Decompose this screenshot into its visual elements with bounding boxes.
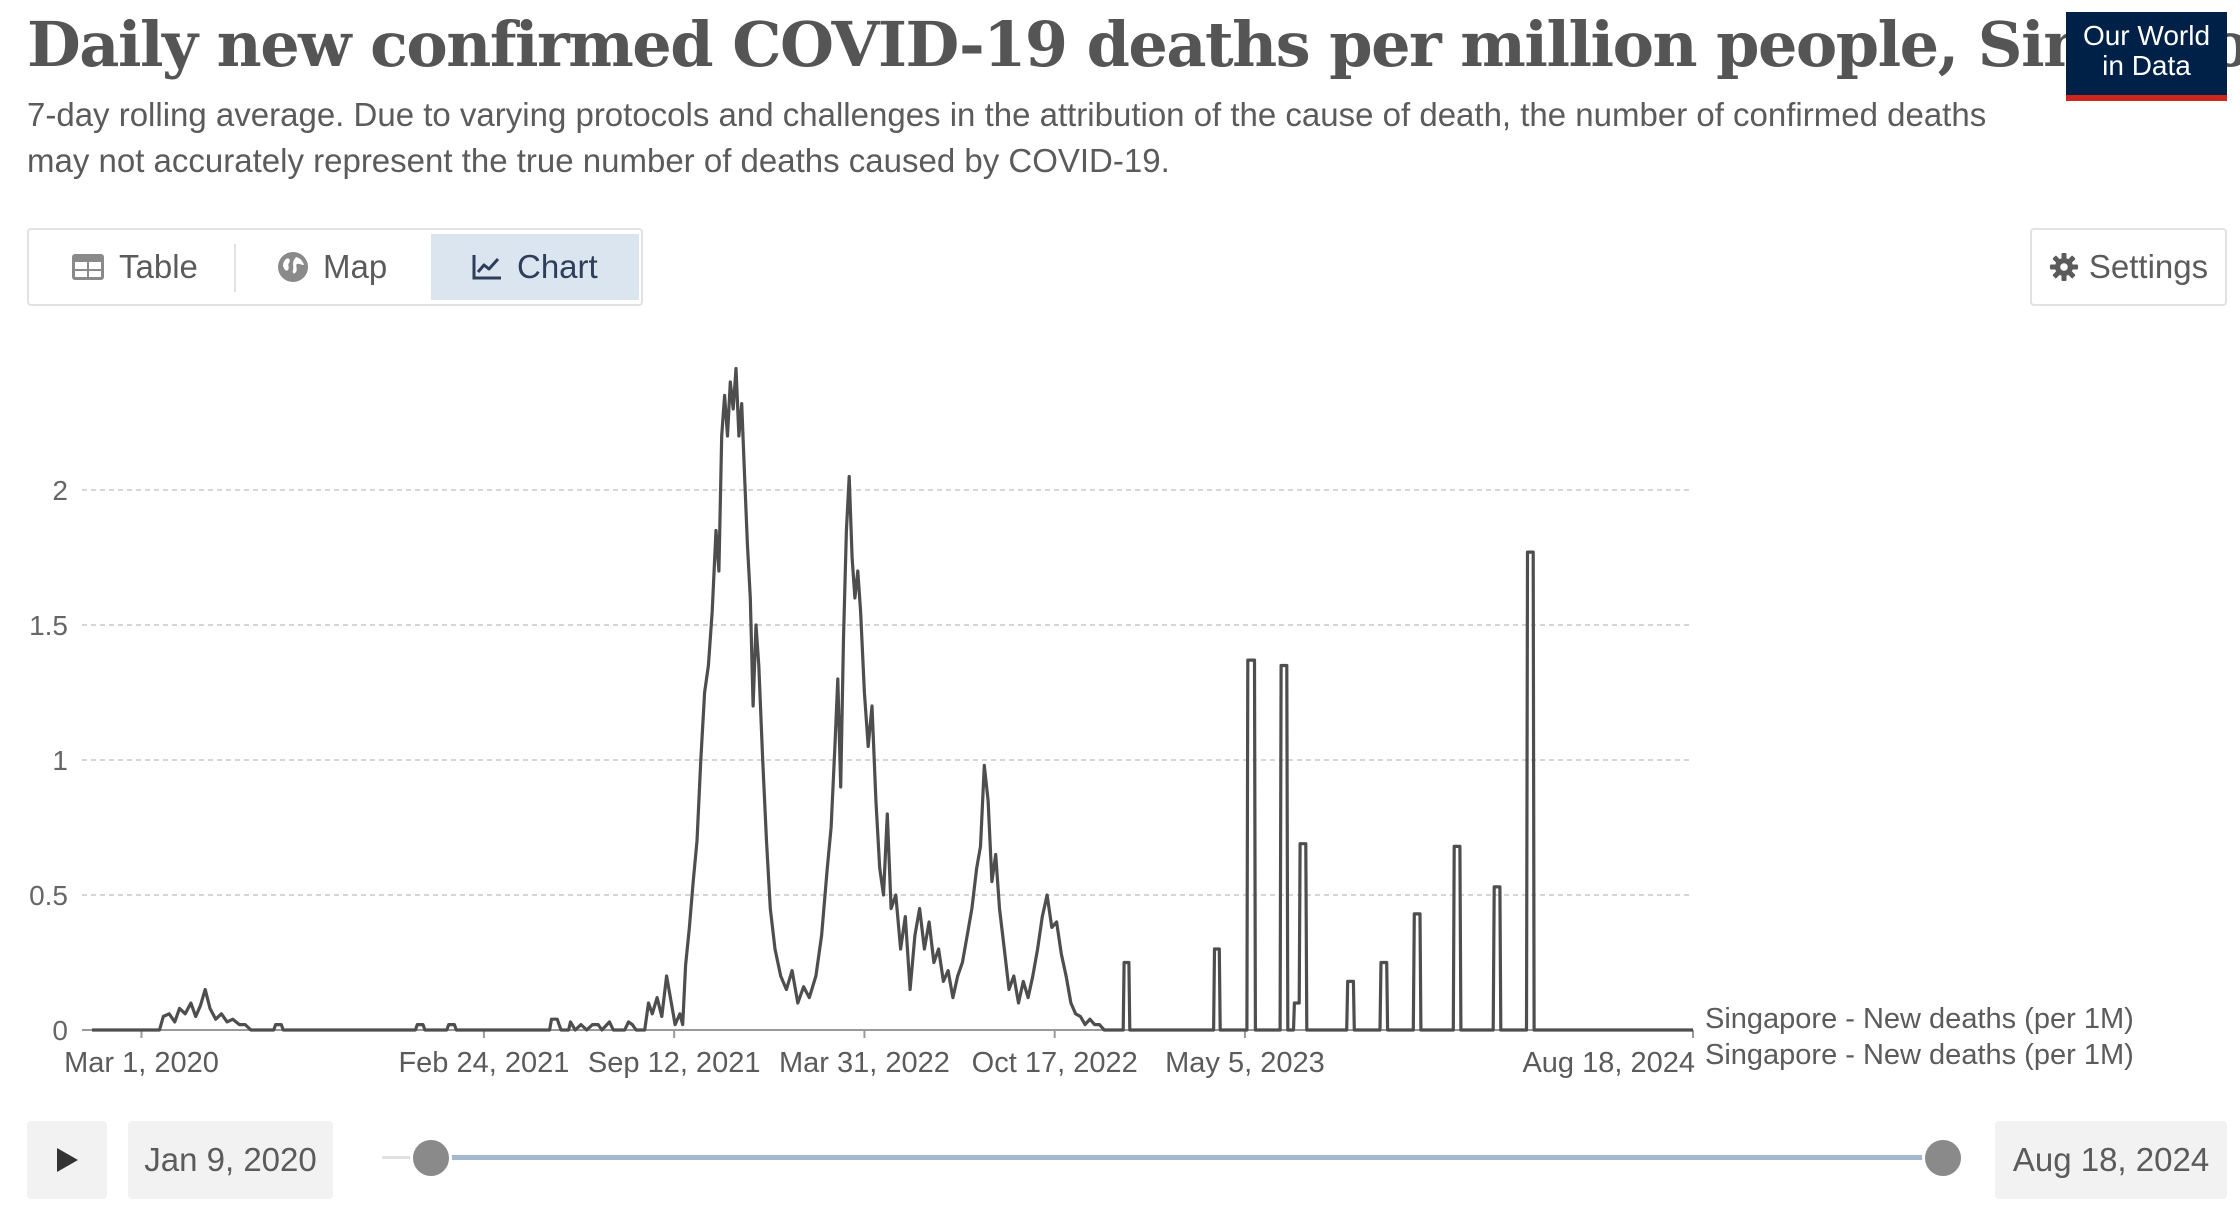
table-icon [72,254,104,280]
logo-line-2: in Data [2102,50,2191,81]
tab-divider [234,244,236,292]
gridlines [82,489,1693,1031]
globe-icon [278,252,308,282]
series-group [92,366,1693,1032]
tab-map[interactable]: Map [277,234,387,300]
x-axis-ticks: Mar 1, 2020 Feb 24, 2021 Sep 12, 2021 Mar 3… [64,1030,1695,1079]
settings-button[interactable]: Settings [2030,228,2227,306]
view-tabs: Table Map Chart [27,228,643,306]
tab-table[interactable]: Table [71,234,198,300]
play-icon [57,1148,78,1172]
series-end-labels: Singapore - New deaths (per 1M) Singapore… [1705,1003,2134,1071]
series-end-label: Singapore - New deaths (per 1M) [1705,1039,2134,1071]
y-tick-label: 0.5 [29,880,68,911]
timeline-range [431,1155,1944,1160]
x-tick-label: Oct 17, 2022 [972,1047,1138,1079]
timeline-start-handle[interactable] [410,1137,452,1179]
end-date[interactable]: Aug 18, 2024 [1995,1121,2227,1199]
x-tick-label: Sep 12, 2021 [588,1047,761,1079]
x-tick-label: Aug 18, 2024 [1522,1047,1695,1079]
line-chart-icon [472,255,501,280]
series-end-label: Singapore - New deaths (per 1M) [1705,1003,2134,1035]
start-date[interactable]: Jan 9, 2020 [128,1121,333,1199]
gear-icon [2049,253,2078,281]
line-chart: 0 0.5 1 1.5 2 Mar 1, 2020 Feb 24, 2021 Sep 12,… [29,366,2134,1079]
chart-title: Daily new confirmed COVID-19 deaths per … [27,8,2240,81]
chart-subtitle: 7-day rolling average. Due to varying pr… [27,96,1987,179]
y-tick-label: 1.5 [29,610,68,641]
play-button[interactable] [27,1121,107,1199]
tab-chart-label: Chart [517,248,598,285]
x-tick-label: Mar 31, 2022 [779,1047,950,1079]
owid-logo[interactable]: Our World in Data [2066,12,2227,101]
series-line[interactable] [92,366,1693,1032]
tab-map-label: Map [323,248,388,285]
y-tick-label: 0 [52,1015,68,1046]
settings-label: Settings [2088,248,2209,285]
tab-chart[interactable]: Chart [431,234,639,300]
x-tick-label: Feb 24, 2021 [398,1047,569,1079]
y-tick-label: 1 [52,745,68,776]
y-axis-ticks: 0 0.5 1 1.5 2 [29,475,68,1046]
logo-line-1: Our World [2082,20,2211,51]
tab-table-label: Table [119,248,198,285]
timeline-end-handle[interactable] [1922,1137,1964,1179]
x-tick-label: Mar 1, 2020 [64,1047,219,1079]
y-tick-label: 2 [52,475,68,506]
x-tick-label: May 5, 2023 [1165,1047,1325,1079]
